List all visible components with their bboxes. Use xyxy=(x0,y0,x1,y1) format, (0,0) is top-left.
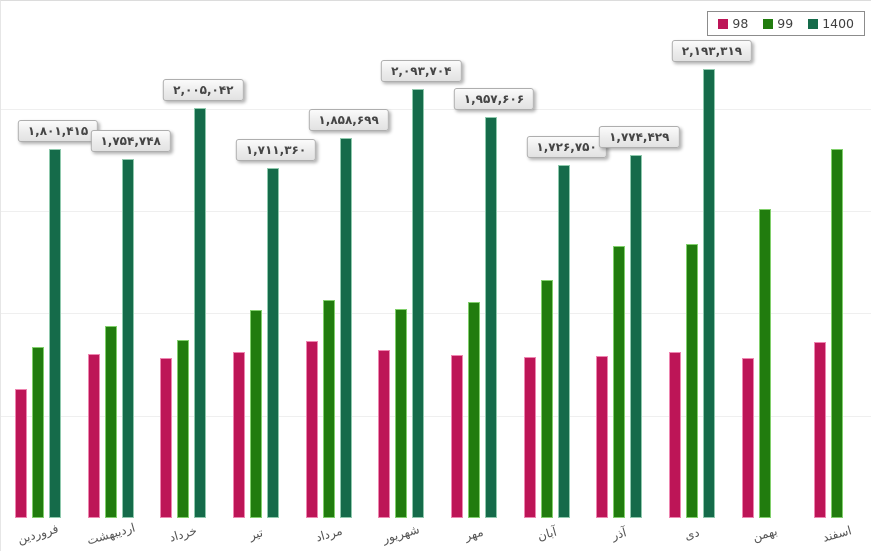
bar-group xyxy=(232,1,279,518)
bar-1400-8 xyxy=(630,155,643,518)
axis-label-month-3: تیر xyxy=(247,525,265,543)
bar-1400-0 xyxy=(49,149,61,518)
bar-1400-2 xyxy=(194,108,207,518)
bar-group xyxy=(596,1,643,518)
bar-group xyxy=(160,1,207,518)
bar-98-8 xyxy=(596,356,609,518)
data-label-1400-3: ۱,۷۱۱,۳۶۰ xyxy=(235,138,317,161)
axis-label-month-9: دی xyxy=(682,525,701,543)
bar-99-11 xyxy=(831,149,844,518)
bar-1400-4 xyxy=(339,138,352,518)
bar-98-11 xyxy=(814,342,827,518)
bar-group xyxy=(87,1,134,518)
legend-label-99: 99 xyxy=(777,16,794,31)
bar-98-2 xyxy=(160,358,173,518)
category-axis: فروردین اردیبهشت خرداد تیر مرداد شهریور مهر آبا… xyxy=(1,518,872,553)
data-label-1400-7: ۱,۷۲۶,۷۵۰ xyxy=(526,135,607,158)
bar-1400-9 xyxy=(702,69,715,518)
legend-item-99: 99 xyxy=(763,16,793,31)
legend-item-98: 98 xyxy=(718,16,748,31)
bar-group xyxy=(378,1,425,518)
axis-label-month-10: بهمن xyxy=(750,523,779,545)
data-label-1400-2: ۲,۰۰۵,۰۴۲ xyxy=(163,78,244,101)
legend-swatch-99-icon xyxy=(763,18,774,29)
bar-99-5 xyxy=(395,309,408,518)
bar-99-0 xyxy=(32,347,44,518)
bar-group xyxy=(668,1,715,518)
legend-swatch-98-icon xyxy=(718,18,729,29)
gridline xyxy=(1,313,871,315)
bar-99-7 xyxy=(540,280,553,518)
bar-98-9 xyxy=(668,352,681,518)
axis-label-month-1: اردیبهشت xyxy=(84,520,137,548)
bar-98-6 xyxy=(450,355,463,518)
bar-group xyxy=(814,1,860,518)
bar-99-1 xyxy=(104,326,117,518)
axis-label-month-8: آذر xyxy=(610,525,629,543)
gridline xyxy=(1,108,871,110)
bar-group xyxy=(15,1,61,518)
bar-1400-6 xyxy=(484,117,497,518)
data-label-1400-0: ۱,۸۰۱,۴۱۵ xyxy=(17,120,99,143)
bar-group xyxy=(741,1,788,518)
plot-area xyxy=(1,1,872,518)
data-label-1400-4: ۱,۸۵۸,۶۹۹ xyxy=(308,108,389,131)
data-label-1400-6: ۱,۹۵۷,۶۰۶ xyxy=(453,88,535,111)
bar-1400-3 xyxy=(266,168,279,518)
legend-label-98: 98 xyxy=(732,16,749,31)
bar-98-3 xyxy=(232,352,245,518)
bar-99-9 xyxy=(685,244,698,518)
bar-99-3 xyxy=(249,310,262,518)
bar-1400-5 xyxy=(412,89,425,518)
gridline xyxy=(1,210,871,212)
axis-label-month-7: آبان xyxy=(535,524,558,544)
bar-group xyxy=(450,1,497,518)
bar-99-8 xyxy=(613,246,626,518)
bar-98-5 xyxy=(378,350,391,518)
bar-group xyxy=(523,1,570,518)
legend-swatch-1400-icon xyxy=(808,18,819,29)
legend-label-1400: 1400 xyxy=(822,16,854,31)
bar-98-10 xyxy=(741,358,754,518)
axis-label-month-4: مرداد xyxy=(313,523,344,545)
bar-98-1 xyxy=(87,354,100,518)
bar-99-2 xyxy=(177,340,190,518)
data-label-1400-5: ۲,۰۹۳,۷۰۴ xyxy=(381,60,462,83)
bar-98-0 xyxy=(15,389,27,518)
bar-98-7 xyxy=(523,357,536,518)
legend-item-1400: 1400 xyxy=(808,16,854,31)
data-label-1400-8: ۱,۷۷۴,۴۲۹ xyxy=(599,125,680,148)
axis-label-month-11: اسفند xyxy=(821,523,854,545)
data-label-1400-1: ۱,۷۵۴,۷۴۸ xyxy=(90,129,171,152)
bar-group xyxy=(305,1,352,518)
bar-1400-1 xyxy=(121,159,134,518)
axis-label-month-6: مهر xyxy=(463,524,485,544)
bar-99-4 xyxy=(322,300,335,518)
bar-98-4 xyxy=(305,341,318,518)
legend: 98 99 1400 xyxy=(707,11,865,36)
axis-label-month-2: خرداد xyxy=(167,523,199,545)
bar-1400-7 xyxy=(557,165,570,518)
data-label-1400-9: ۲,۱۹۳,۳۱۹ xyxy=(671,40,753,62)
bar-99-10 xyxy=(758,209,771,518)
gridline xyxy=(1,415,871,417)
axis-label-month-0: فروردین xyxy=(15,521,61,547)
axis-label-month-5: شهریور xyxy=(381,522,422,546)
bar-99-6 xyxy=(467,302,480,518)
